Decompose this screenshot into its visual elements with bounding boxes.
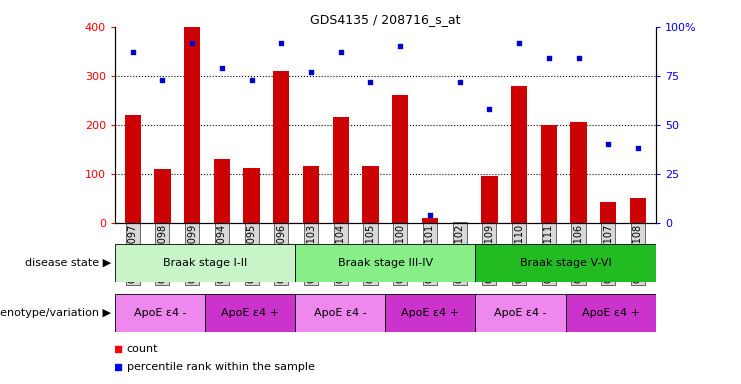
Text: count: count xyxy=(127,344,159,354)
Bar xyxy=(481,176,497,223)
Text: ApoE ε4 +: ApoE ε4 + xyxy=(402,308,459,318)
Point xyxy=(602,141,614,147)
Bar xyxy=(565,294,656,332)
Bar xyxy=(600,202,617,223)
Text: disease state ▶: disease state ▶ xyxy=(25,258,111,268)
Bar xyxy=(392,95,408,223)
Bar xyxy=(115,244,295,282)
Text: Braak stage I-II: Braak stage I-II xyxy=(163,258,247,268)
Bar xyxy=(333,118,349,223)
Bar xyxy=(205,294,295,332)
Point xyxy=(335,49,347,55)
Point xyxy=(365,79,376,85)
Bar xyxy=(362,166,379,223)
Bar xyxy=(213,159,230,223)
Point xyxy=(112,364,124,370)
Point xyxy=(632,145,644,151)
Text: Braak stage V-VI: Braak stage V-VI xyxy=(519,258,611,268)
Bar xyxy=(273,71,290,223)
Bar xyxy=(124,115,141,223)
Bar xyxy=(184,27,200,223)
Bar xyxy=(115,294,205,332)
Point xyxy=(305,69,317,75)
Point xyxy=(424,212,436,218)
Point xyxy=(483,106,495,112)
Bar xyxy=(476,294,565,332)
Text: ApoE ε4 -: ApoE ε4 - xyxy=(494,308,547,318)
Text: Braak stage III-IV: Braak stage III-IV xyxy=(338,258,433,268)
Bar xyxy=(243,168,260,223)
Point xyxy=(216,65,227,71)
Title: GDS4135 / 208716_s_at: GDS4135 / 208716_s_at xyxy=(310,13,461,26)
Point xyxy=(276,40,288,46)
Bar xyxy=(422,218,438,223)
Point xyxy=(394,43,406,50)
Bar xyxy=(511,86,528,223)
Point xyxy=(156,77,168,83)
Bar xyxy=(154,169,170,223)
Point xyxy=(186,40,198,46)
Bar xyxy=(295,294,385,332)
Point xyxy=(513,40,525,46)
Bar xyxy=(630,198,646,223)
Text: ApoE ε4 -: ApoE ε4 - xyxy=(133,308,186,318)
Text: percentile rank within the sample: percentile rank within the sample xyxy=(127,362,315,372)
Text: ApoE ε4 -: ApoE ε4 - xyxy=(314,308,367,318)
Text: genotype/variation ▶: genotype/variation ▶ xyxy=(0,308,111,318)
Point xyxy=(453,79,465,85)
Bar xyxy=(541,125,557,223)
Bar xyxy=(476,244,656,282)
Text: ApoE ε4 +: ApoE ε4 + xyxy=(582,308,639,318)
Point xyxy=(127,49,139,55)
Bar xyxy=(571,122,587,223)
Text: ApoE ε4 +: ApoE ε4 + xyxy=(221,308,279,318)
Bar xyxy=(295,244,476,282)
Bar xyxy=(385,294,476,332)
Point xyxy=(112,346,124,352)
Point xyxy=(543,55,555,61)
Point xyxy=(573,55,585,61)
Bar xyxy=(303,166,319,223)
Point xyxy=(246,77,258,83)
